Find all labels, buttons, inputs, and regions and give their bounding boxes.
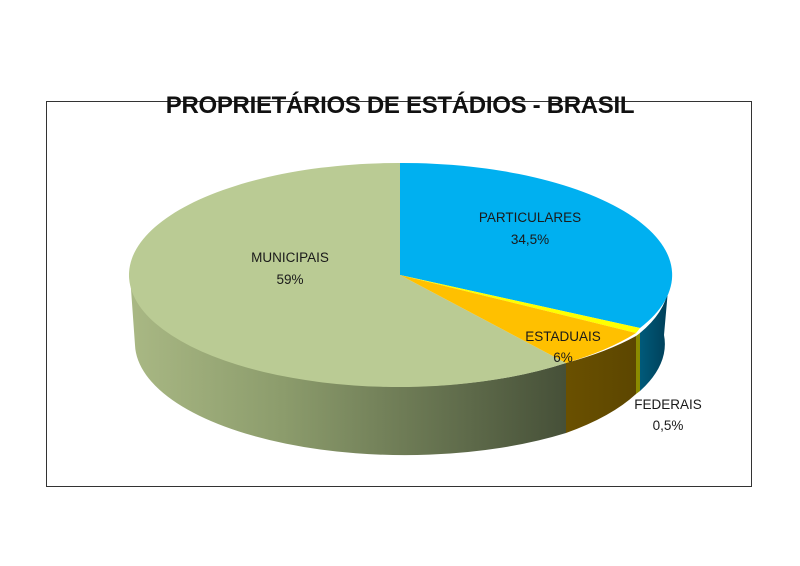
label-estaduais-name: ESTADUAIS [525,329,601,344]
label-municipais-name: MUNICIPAIS [251,250,329,265]
label-particulares-value: 34,5% [511,232,549,247]
slice-particulares[interactable] [400,162,673,328]
estaduais-side [566,336,636,433]
particulares-side [640,290,668,391]
slice-municipais[interactable] [128,162,566,387]
slice-estaduais[interactable] [400,275,636,363]
label-municipais-value: 59% [276,272,303,287]
slice-federais[interactable] [400,275,640,333]
label-particulares-name: PARTICULARES [479,210,581,225]
label-federais-name: FEDERAIS [634,397,702,412]
label-estaduais-value: 6% [553,350,573,365]
chart-title: PROPRIETÁRIOS DE ESTÁDIOS - BRASIL [165,92,635,119]
federais-side [636,333,640,394]
label-federais-value: 0,5% [653,418,684,433]
municipais-side [130,275,566,456]
